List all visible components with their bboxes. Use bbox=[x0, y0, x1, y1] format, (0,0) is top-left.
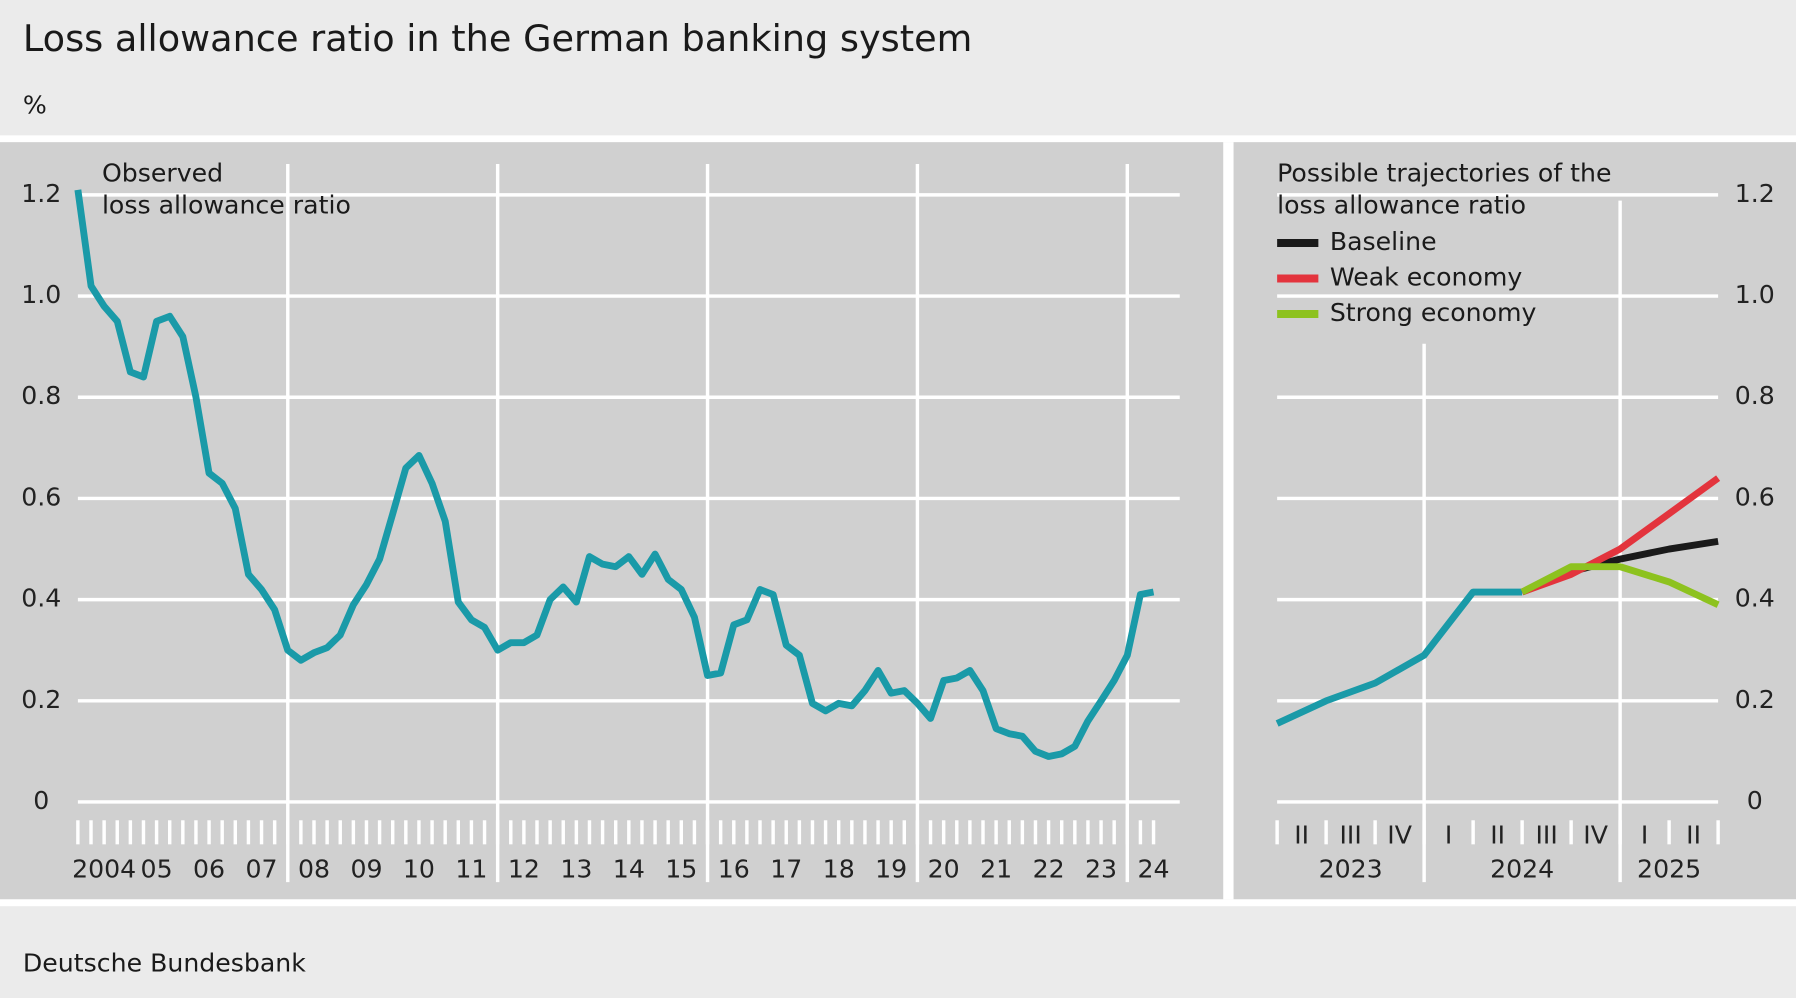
legend-label: Baseline bbox=[1330, 227, 1437, 256]
x-tick-label: 24 bbox=[1138, 855, 1170, 884]
y-tick-label: 0.6 bbox=[1735, 482, 1775, 511]
y-tick-label: 0.4 bbox=[21, 584, 61, 613]
quarter-label: IV bbox=[1387, 820, 1412, 849]
annotation: loss allowance ratio bbox=[102, 190, 351, 219]
x-tick-label: 22 bbox=[1033, 855, 1065, 884]
x-tick-label: 14 bbox=[613, 855, 645, 884]
x-tick-label: 12 bbox=[508, 855, 540, 884]
x-tick-label: 20 bbox=[928, 855, 960, 884]
quarter-label: III bbox=[1535, 820, 1557, 849]
series-line bbox=[74, 189, 1155, 760]
series-line bbox=[1275, 588, 1523, 727]
x-tick-label: 17 bbox=[770, 855, 802, 884]
title: Loss allowance ratio in the German banki… bbox=[23, 17, 972, 60]
left-panel bbox=[0, 142, 1224, 900]
y-tick-label: 0 bbox=[1747, 786, 1763, 815]
separator bbox=[0, 899, 1796, 907]
quarter-label: I bbox=[1445, 820, 1452, 849]
x-tick-label: 07 bbox=[246, 855, 278, 884]
x-tick-label: 13 bbox=[560, 855, 592, 884]
source: Deutsche Bundesbank bbox=[23, 949, 306, 978]
x-tick-label: 11 bbox=[455, 855, 487, 884]
legend-title: Possible trajectories of the bbox=[1277, 158, 1611, 187]
x-tick-label: 21 bbox=[980, 855, 1012, 884]
y-tick-label: 1.2 bbox=[21, 179, 61, 208]
x-tick-label: 09 bbox=[350, 855, 382, 884]
x-tick-label: 2023 bbox=[1319, 855, 1383, 884]
legend-label: Weak economy bbox=[1330, 263, 1523, 292]
x-tick-label: 15 bbox=[665, 855, 697, 884]
x-tick-label: 19 bbox=[875, 855, 907, 884]
quarter-label: IV bbox=[1583, 820, 1608, 849]
right-panel bbox=[1233, 142, 1796, 900]
y-tick-label: 0.2 bbox=[21, 685, 61, 714]
y-tick-label: 1.0 bbox=[1735, 280, 1775, 309]
x-tick-label: 2025 bbox=[1637, 855, 1701, 884]
x-tick-label: 23 bbox=[1085, 855, 1117, 884]
x-tick-label: 16 bbox=[718, 855, 750, 884]
y-tick-label: 0.4 bbox=[1735, 584, 1775, 613]
x-tick-label: 18 bbox=[823, 855, 855, 884]
series-line bbox=[1520, 563, 1720, 608]
legend-title: loss allowance ratio bbox=[1277, 190, 1526, 219]
y-tick-label: 0.8 bbox=[1735, 381, 1775, 410]
y-tick-label: 0.6 bbox=[21, 482, 61, 511]
separator bbox=[1223, 142, 1234, 900]
x-tick-label: 2004 bbox=[72, 855, 136, 884]
x-tick-label: 05 bbox=[141, 855, 173, 884]
y-tick-label: 1.0 bbox=[21, 280, 61, 309]
y-tick-label: 0.8 bbox=[21, 381, 61, 410]
y-tick-label: 1.2 bbox=[1735, 179, 1775, 208]
x-tick-label: 2024 bbox=[1490, 855, 1554, 884]
x-tick-label: 08 bbox=[298, 855, 330, 884]
quarter-label: II bbox=[1490, 820, 1505, 849]
unit: % bbox=[23, 91, 47, 120]
quarter-label: II bbox=[1294, 820, 1309, 849]
quarter-label: II bbox=[1686, 820, 1701, 849]
quarter-label: I bbox=[1641, 820, 1648, 849]
separator bbox=[0, 135, 1796, 143]
x-tick-label: 06 bbox=[193, 855, 225, 884]
annotation: Observed bbox=[102, 158, 223, 187]
series-line bbox=[1520, 475, 1721, 596]
x-tick-label: 10 bbox=[403, 855, 435, 884]
y-tick-label: 0 bbox=[33, 786, 49, 815]
y-tick-label: 0.2 bbox=[1735, 685, 1775, 714]
quarter-label: III bbox=[1339, 820, 1361, 849]
legend-label: Strong economy bbox=[1330, 298, 1537, 327]
